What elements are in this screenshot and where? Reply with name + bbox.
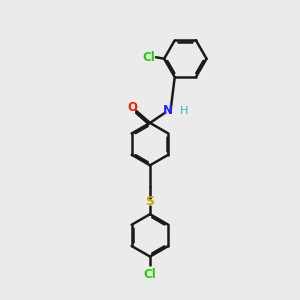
- Text: Cl: Cl: [144, 268, 156, 281]
- Text: H: H: [179, 106, 188, 116]
- Text: N: N: [163, 104, 173, 117]
- Text: Cl: Cl: [142, 51, 155, 64]
- Text: S: S: [146, 195, 154, 208]
- Text: O: O: [128, 101, 138, 114]
